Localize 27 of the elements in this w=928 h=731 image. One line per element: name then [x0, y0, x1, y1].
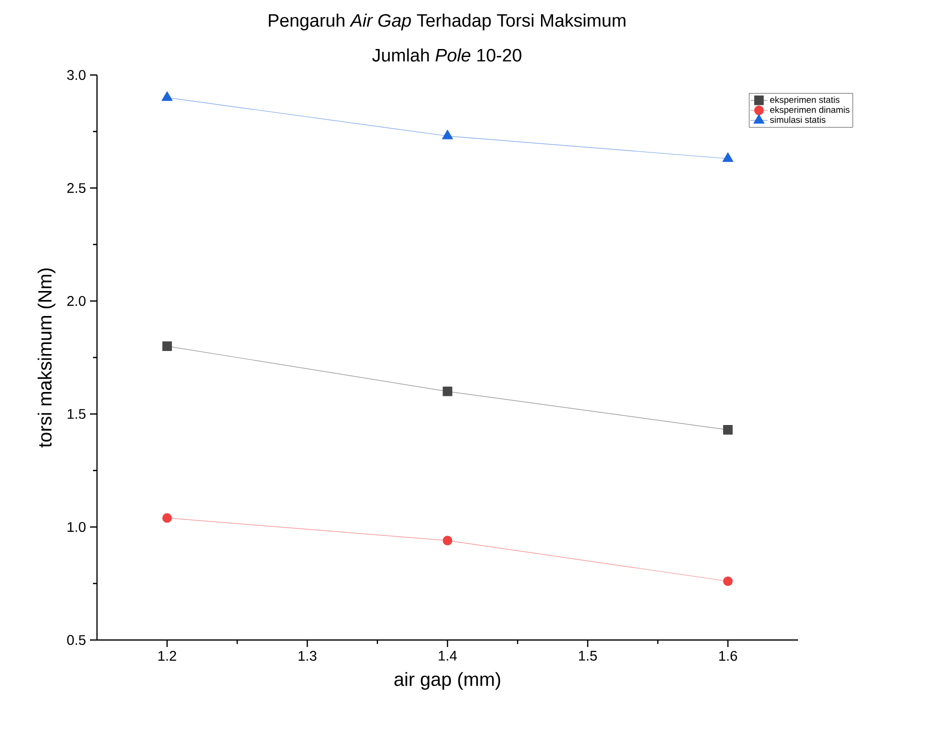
legend-label: eksperimen dinamis: [770, 106, 850, 115]
point: [723, 576, 733, 586]
point: [442, 386, 452, 396]
y-tick-label: 2.5: [67, 183, 86, 193]
chart-subtitle: Jumlah Pole 10-20: [372, 48, 522, 62]
x-tick-label: 1.2: [158, 650, 176, 661]
point: [162, 513, 172, 523]
point: [162, 341, 172, 351]
y-tick-label: 2.0: [67, 296, 86, 306]
chart-title: Pengaruh Air Gap Terhadap Torsi Maksimum: [268, 14, 626, 30]
y-tick-label: 1.0: [68, 522, 86, 532]
point: [442, 130, 453, 140]
y-tick-label: 3.0: [67, 70, 86, 80]
legend-label: simulasi statis: [770, 116, 826, 123]
point: [442, 536, 452, 546]
x-tick-label: 1.6: [719, 650, 738, 661]
y-tick-label: 0.5: [67, 635, 86, 645]
point: [722, 152, 734, 162]
point: [723, 425, 733, 435]
x-tick-label: 1.5: [579, 650, 597, 661]
y-axis-title: torsi maksimum (Nm): [38, 268, 56, 448]
x-axis-title: air gap (mm): [394, 672, 500, 690]
x-tick-label: 1.3: [298, 650, 316, 661]
y-tick-label: 1.5: [68, 409, 86, 419]
point: [162, 91, 173, 101]
x-tick-label: 1.4: [438, 650, 457, 661]
legend-label: eksperimen statis: [770, 96, 840, 105]
